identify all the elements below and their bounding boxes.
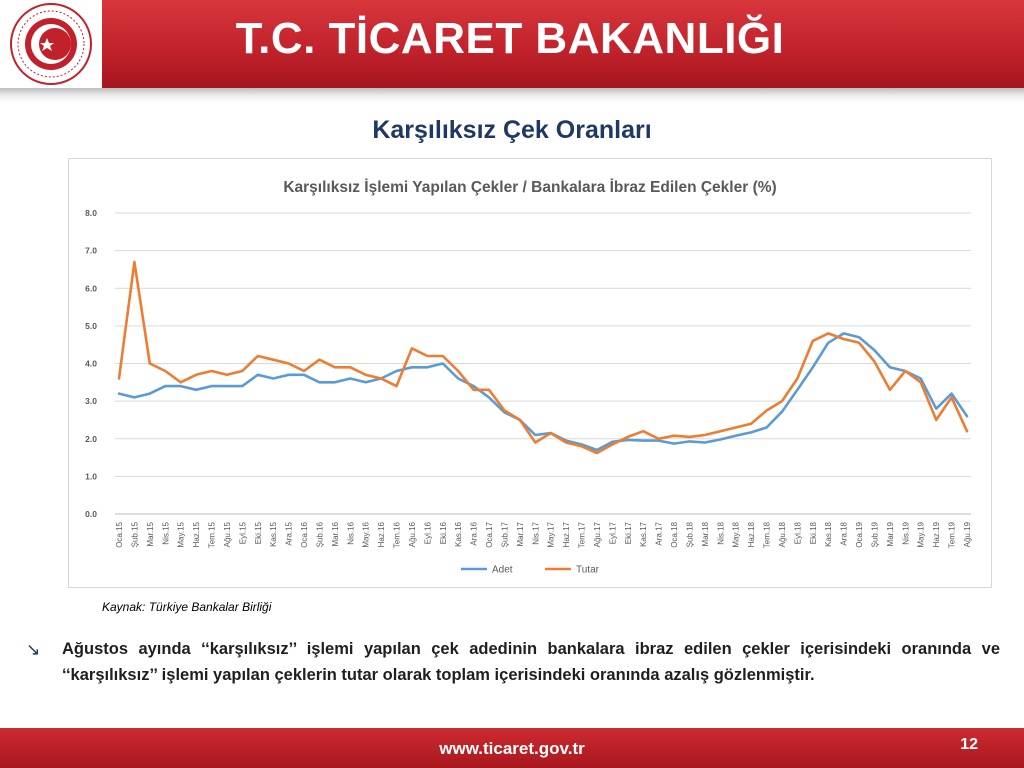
x-tick-label: Kas.16 [454,521,463,546]
x-tick-label: Nis.17 [531,521,540,544]
x-tick-label: Oca.15 [115,521,124,547]
x-tick-label: Nis.15 [161,521,170,544]
x-tick-label: Haz.15 [192,521,201,547]
chart-frame: Karşılıksız İşlemi Yapılan Çekler / Bank… [68,158,992,588]
series-line-tutar [117,260,969,455]
x-tick-label: Eyl.15 [238,521,247,544]
x-tick-label: Kas.18 [824,521,833,546]
x-tick-label: Ara.17 [655,521,664,545]
x-tick-label: Ağu.17 [593,521,602,547]
y-tick-label: 5.0 [85,321,97,331]
x-tick-label: Oca.16 [300,521,309,547]
header-bar [0,0,1024,88]
x-tick-label: Ağu.16 [408,521,417,547]
x-tick-label: Eki.16 [439,521,448,544]
page-number: 12 [960,736,978,753]
footer-url[interactable]: www.ticaret.gov.tr [439,739,585,758]
series-line-adet [117,332,969,452]
x-tick-label: Haz.16 [377,521,386,547]
x-tick-label: Oca.18 [670,521,679,547]
x-tick-label: Haz.18 [747,521,756,547]
y-tick-label: 2.0 [85,434,97,444]
x-tick-label: Haz.19 [932,521,941,547]
x-tick-label: Mar.18 [701,521,710,546]
y-tick-label: 8.0 [85,208,97,218]
ministry-seal-icon [10,3,92,85]
x-tick-label: Şub.18 [685,521,694,547]
x-tick-label: Nis.18 [716,521,725,544]
x-tick-label: Ağu.18 [778,521,787,547]
legend-label-tutar: Tutar [576,565,600,576]
x-tick-label: Şub.17 [500,521,509,547]
x-tick-label: May.15 [177,521,186,547]
x-tick-label: Ara.16 [470,521,479,545]
x-tick-label: May.18 [732,521,741,547]
line-chart: Karşılıksız İşlemi Yapılan Çekler / Bank… [85,179,972,576]
x-tick-label: Tem.17 [578,521,587,548]
x-tick-label: Tem.16 [393,521,402,548]
bullet-text: Ağustos ayında ‘‘karşılıksız’’ işlemi ya… [62,640,1000,684]
x-tick-label: Eki.15 [254,521,263,544]
header-title: T.C. TİCARET BAKANLIĞI [235,14,785,63]
x-tick-label: Kas.17 [639,521,648,546]
x-tick-label: May.19 [917,521,926,547]
x-tick-label: Şub.16 [315,521,324,547]
x-tick-label: Eki.18 [809,521,818,544]
x-tick-label: May.16 [362,521,371,547]
y-tick-label: 3.0 [85,396,97,406]
x-tick-label: Şub.15 [130,521,139,547]
y-tick-label: 1.0 [85,471,97,481]
footer-bar: www.ticaret.gov.tr 12 [0,728,1024,768]
x-tick-label: Eyl.18 [793,521,802,544]
x-tick-label: Mar.16 [331,521,340,546]
header-shadow [0,88,1024,102]
x-tick-label: Tem.15 [208,521,217,548]
y-tick-label: 0.0 [85,509,97,519]
x-tick-label: Oca.17 [485,521,494,547]
y-tick-label: 4.0 [85,359,97,369]
x-tick-label: Eyl.17 [608,521,617,544]
y-tick-label: 7.0 [85,246,97,256]
x-tick-label: Haz.17 [562,521,571,547]
x-tick-label: Mar.17 [516,521,525,546]
x-tick-label: Mar.19 [886,521,895,546]
legend-label-adet: Adet [492,565,513,576]
ministry-logo [0,0,102,88]
x-tick-label: Nis.16 [346,521,355,544]
slide-title: Karşılıksız Çek Oranları [372,116,652,144]
x-tick-label: May.17 [547,521,556,547]
source-note: Kaynak: Türkiye Bankalar Birliği [102,600,272,614]
x-tick-label: Oca.19 [855,521,864,547]
x-tick-label: Ara.15 [285,521,294,545]
x-tick-label: Tem.19 [948,521,957,548]
x-tick-label: Ağu.19 [963,521,972,547]
x-tick-label: Kas.15 [269,521,278,546]
x-tick-label: Eki.17 [624,521,633,544]
arrow-down-right-icon: ↘ [26,640,41,659]
x-tick-label: Şub.19 [870,521,879,547]
x-tick-label: Eyl.16 [423,521,432,544]
chart-title: Karşılıksız İşlemi Yapılan Çekler / Bank… [283,179,776,196]
x-tick-label: Tem.18 [763,521,772,548]
x-tick-label: Ara.18 [840,521,849,545]
y-tick-label: 6.0 [85,283,97,293]
x-tick-label: Ağu.15 [223,521,232,547]
x-tick-label: Nis.19 [901,521,910,544]
x-tick-label: Mar.15 [146,521,155,546]
